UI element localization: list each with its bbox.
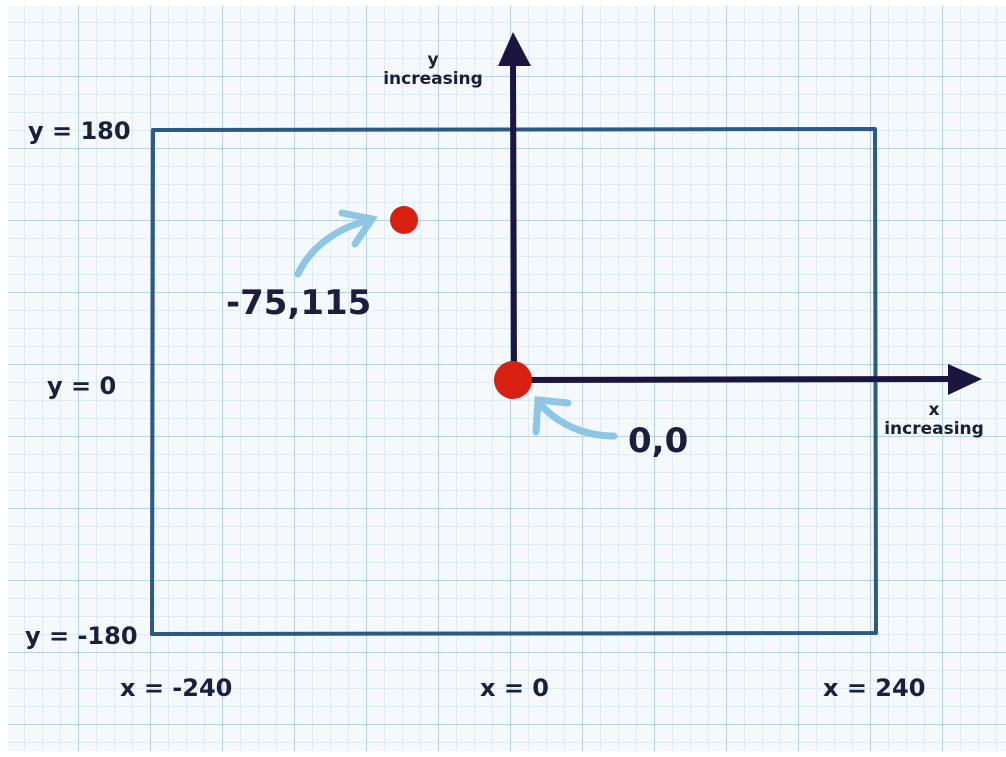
sample-point <box>390 206 418 234</box>
sample-point-pointer-arrow <box>294 209 378 278</box>
x-axis-direction-label: x increasing <box>878 400 990 440</box>
y-top-label: y = 180 <box>28 117 131 145</box>
y-axis-direction-label: y increasing <box>378 50 488 90</box>
x-axis-label-word: increasing <box>884 419 984 440</box>
x-axis-arrowhead <box>948 364 982 395</box>
y-middle-label: y = 0 <box>47 372 117 400</box>
y-axis-label-word: increasing <box>383 69 483 90</box>
origin-point <box>494 361 532 399</box>
x-middle-label: x = 0 <box>480 674 549 702</box>
origin-pointer-arrow <box>532 396 618 440</box>
x-right-label: x = 240 <box>823 674 926 702</box>
y-bottom-label: y = -180 <box>25 622 138 650</box>
y-axis-line <box>510 57 517 380</box>
x-axis-line <box>511 376 955 383</box>
y-axis-arrowhead <box>498 32 531 66</box>
x-axis-label-letter: x <box>928 400 940 420</box>
stage-frame <box>150 127 878 636</box>
origin-point-label: 0,0 <box>628 421 689 461</box>
x-left-label: x = -240 <box>120 674 233 702</box>
sample-point-label: -75,115 <box>226 283 372 323</box>
y-axis-label-letter: y <box>427 50 439 70</box>
